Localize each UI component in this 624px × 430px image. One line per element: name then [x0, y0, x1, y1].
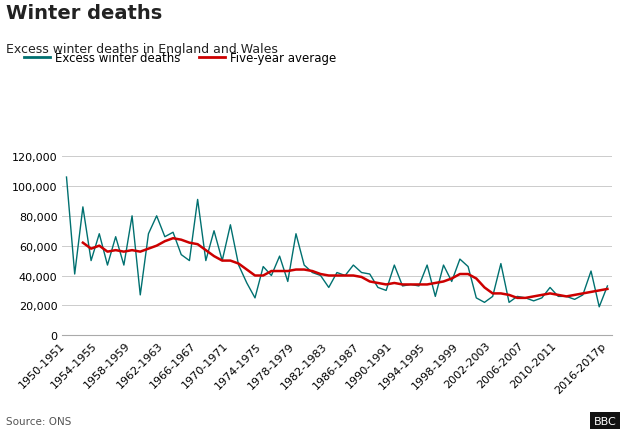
Text: Source: ONS: Source: ONS [6, 416, 72, 426]
Legend: Excess winter deaths, Five-year average: Excess winter deaths, Five-year average [19, 47, 341, 70]
Text: Winter deaths: Winter deaths [6, 4, 162, 23]
Text: BBC: BBC [594, 416, 617, 426]
Text: Excess winter deaths in England and Wales: Excess winter deaths in England and Wale… [6, 43, 278, 56]
